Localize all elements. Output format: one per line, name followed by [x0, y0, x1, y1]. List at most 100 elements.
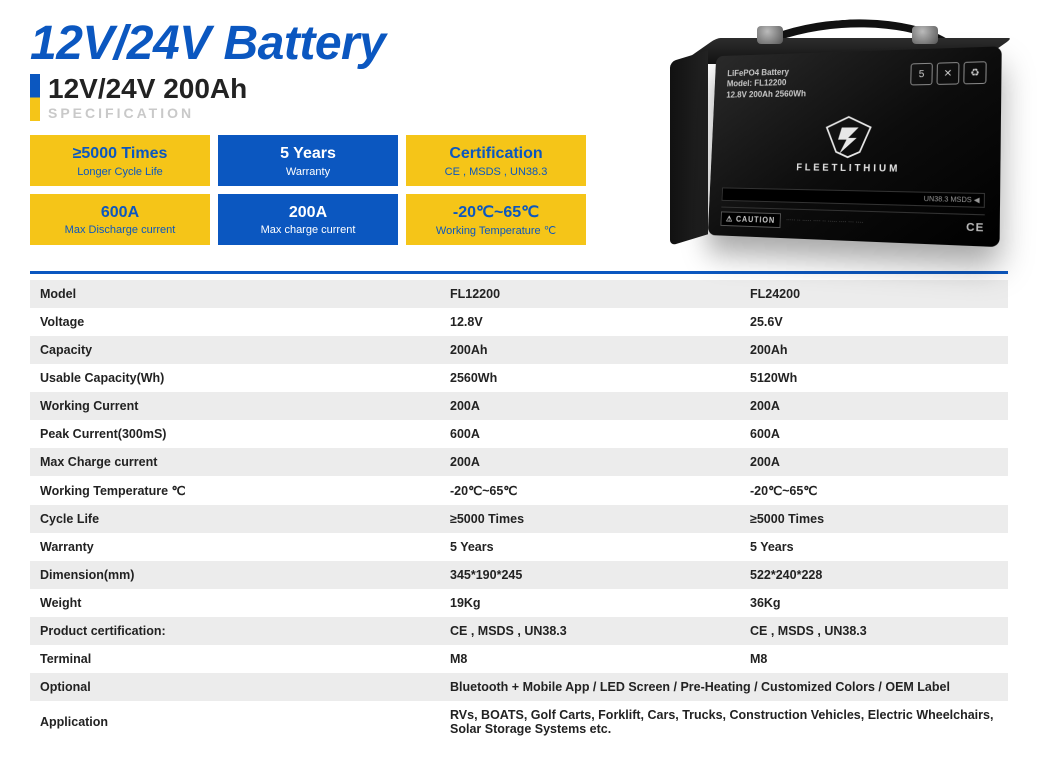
- table-row: ApplicationRVs, BOATS, Golf Carts, Forkl…: [30, 701, 1008, 743]
- spec-value-a: 345*190*245: [440, 561, 740, 589]
- battery-caution-row: ⚠ CAUTION ····· ·· ····· ···· ·· ····· ·…: [720, 207, 984, 236]
- spec-value-a: 200Ah: [440, 336, 740, 364]
- badge-title: 5 Years: [224, 145, 392, 163]
- caution-tag: ⚠ CAUTION: [720, 211, 780, 228]
- main-title: 12V/24V Battery: [30, 20, 628, 68]
- spec-value-a: 5 Years: [440, 533, 740, 561]
- spec-value-b: -20℃~65℃: [740, 476, 1008, 505]
- spec-value-a: 600A: [440, 420, 740, 448]
- spec-label-cell: Weight: [30, 589, 440, 617]
- spec-label-cell: Voltage: [30, 308, 440, 336]
- battery-info-text: LiFePO4 Battery Model: FL12200 12.8V 200…: [726, 66, 807, 100]
- badge-subtitle: Warranty: [224, 166, 392, 178]
- spec-table: ModelFL12200FL24200Voltage12.8V25.6VCapa…: [30, 280, 1008, 743]
- badge-subtitle: Max Discharge current: [36, 224, 204, 236]
- spec-label-cell: Peak Current(300mS): [30, 420, 440, 448]
- subtitle-row: 12V/24V 200Ah SPECIFICATION: [30, 74, 628, 121]
- spec-label-cell: Optional: [30, 673, 440, 701]
- table-row: Weight19Kg36Kg: [30, 589, 1008, 617]
- battery-brand: FLEETLITHIUM: [796, 163, 900, 175]
- spec-label-cell: Application: [30, 701, 440, 743]
- spec-value-a: 12.8V: [440, 308, 740, 336]
- table-row: Capacity200Ah200Ah: [30, 336, 1008, 364]
- spec-value-b: 5120Wh: [740, 364, 1008, 392]
- spec-value-b: 25.6V: [740, 308, 1008, 336]
- table-row: ModelFL12200FL24200: [30, 280, 1008, 308]
- spec-label: SPECIFICATION: [48, 105, 247, 121]
- table-row: TerminalM8M8: [30, 645, 1008, 673]
- badge-subtitle: Longer Cycle Life: [36, 166, 204, 178]
- fleet-logo-icon: [822, 115, 875, 159]
- spec-value-b: ≥5000 Times: [740, 505, 1008, 533]
- ce-mark-icon: CE: [966, 221, 985, 234]
- table-row: Cycle Life≥5000 Times≥5000 Times: [30, 505, 1008, 533]
- hero-section: 12V/24V Battery 12V/24V 200Ah SPECIFICAT…: [30, 20, 1008, 255]
- spec-label-cell: Product certification:: [30, 617, 440, 645]
- feature-badge: ≥5000 Times Longer Cycle Life: [30, 135, 210, 185]
- badge-title: -20℃~65℃: [412, 204, 580, 222]
- spec-value-b: M8: [740, 645, 1008, 673]
- feature-badge: -20℃~65℃ Working Temperature ℃: [406, 194, 586, 245]
- spec-label-cell: Warranty: [30, 533, 440, 561]
- spec-value-a: M8: [440, 645, 740, 673]
- spec-value-a: FL12200: [440, 280, 740, 308]
- product-image: LiFePO4 Battery Model: FL12200 12.8V 200…: [648, 20, 1008, 255]
- table-row: Peak Current(300mS)600A600A: [30, 420, 1008, 448]
- battery-cert-strip: UN38.3 MSDS ◀: [722, 187, 985, 207]
- spec-value-a: 200A: [440, 448, 740, 476]
- table-row: Dimension(mm)345*190*245522*240*228: [30, 561, 1008, 589]
- badge-title: 600A: [36, 204, 204, 222]
- badge-title: Certification: [412, 145, 580, 163]
- battery-cert-icons: 5 ✕ ♻: [910, 61, 986, 85]
- spec-value-a: 19Kg: [440, 589, 740, 617]
- spec-label-cell: Max Charge current: [30, 448, 440, 476]
- battery-line3: 12.8V 200Ah 2560Wh: [726, 88, 806, 100]
- spec-value-merged: Bluetooth + Mobile App / LED Screen / Pr…: [440, 673, 1008, 701]
- feature-badge: 600A Max Discharge current: [30, 194, 210, 245]
- spec-label-cell: Model: [30, 280, 440, 308]
- badge-title: 200A: [224, 204, 392, 222]
- spec-value-a: 200A: [440, 392, 740, 420]
- feature-badge: CertificationCE , MSDS , UN38.3: [406, 135, 586, 185]
- spec-value-b: 5 Years: [740, 533, 1008, 561]
- spec-value-merged: RVs, BOATS, Golf Carts, Forklift, Cars, …: [440, 701, 1008, 743]
- spec-value-b: FL24200: [740, 280, 1008, 308]
- spec-value-b: CE , MSDS , UN38.3: [740, 617, 1008, 645]
- spec-label-cell: Working Temperature ℃: [30, 476, 440, 505]
- battery-front-face: LiFePO4 Battery Model: FL12200 12.8V 200…: [708, 46, 1002, 247]
- spec-value-b: 200Ah: [740, 336, 1008, 364]
- badge-subtitle: Max charge current: [224, 224, 392, 236]
- battery-terminal-icon: [757, 26, 783, 44]
- caution-fineprint: ····· ·· ····· ···· ·· ····· ···· ··· ··…: [786, 218, 960, 231]
- caution-text: CAUTION: [736, 215, 775, 225]
- spec-label-cell: Working Current: [30, 392, 440, 420]
- badge-title: ≥5000 Times: [36, 145, 204, 163]
- battery-logo: FLEETLITHIUM: [722, 102, 986, 188]
- warranty-5-icon: 5: [910, 63, 933, 86]
- section-divider: [30, 271, 1008, 274]
- battery-side-icon: [670, 50, 708, 246]
- spec-label-cell: Dimension(mm): [30, 561, 440, 589]
- spec-label-cell: Terminal: [30, 645, 440, 673]
- feature-badge: 5 Years Warranty: [218, 135, 398, 185]
- battery-terminal-icon: [912, 26, 938, 44]
- table-row: OptionalBluetooth + Mobile App / LED Scr…: [30, 673, 1008, 701]
- table-row: Warranty5 Years5 Years: [30, 533, 1008, 561]
- table-row: Max Charge current200A200A: [30, 448, 1008, 476]
- spec-value-b: 200A: [740, 392, 1008, 420]
- spec-value-b: 522*240*228: [740, 561, 1008, 589]
- spec-value-a: ≥5000 Times: [440, 505, 740, 533]
- recycle-icon: ♻: [963, 61, 986, 84]
- spec-value-b: 36Kg: [740, 589, 1008, 617]
- table-row: Usable Capacity(Wh)2560Wh5120Wh: [30, 364, 1008, 392]
- spec-label-cell: Usable Capacity(Wh): [30, 364, 440, 392]
- subtitle: 12V/24V 200Ah: [48, 74, 247, 103]
- spec-value-b: 600A: [740, 420, 1008, 448]
- badge-subtitle: Working Temperature ℃: [412, 224, 580, 237]
- spec-value-b: 200A: [740, 448, 1008, 476]
- spec-value-a: -20℃~65℃: [440, 476, 740, 505]
- spec-label-cell: Capacity: [30, 336, 440, 364]
- spec-value-a: 2560Wh: [440, 364, 740, 392]
- table-row: Working Current200A200A: [30, 392, 1008, 420]
- badge-grid: ≥5000 Times Longer Cycle Life 5 Years Warra…: [30, 135, 628, 245]
